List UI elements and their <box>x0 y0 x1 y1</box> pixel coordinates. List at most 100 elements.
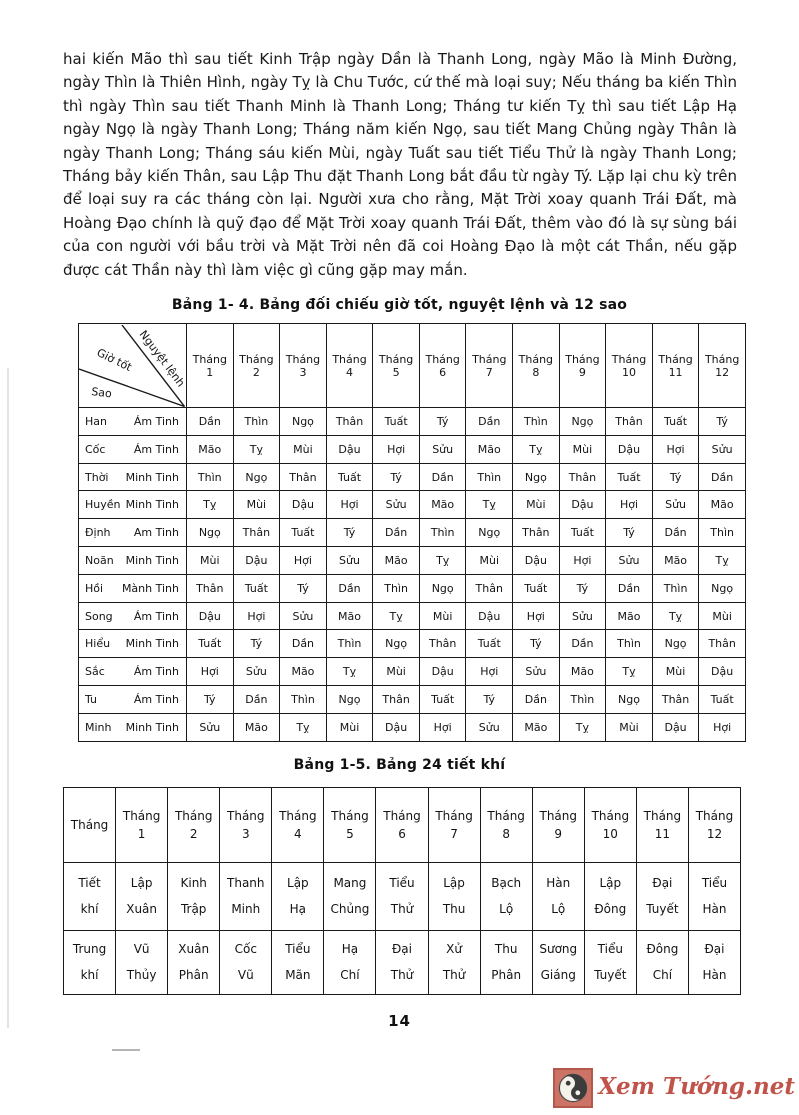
branch-cell: Dậu <box>558 490 607 520</box>
term-line: Đại <box>704 942 725 957</box>
month-word: Tháng <box>704 352 740 366</box>
branch-cell: Tỵ <box>558 712 607 742</box>
star-type: Ám Tinh <box>133 665 179 679</box>
star-type: Ám Tinh <box>133 414 179 428</box>
month-word: Tháng <box>332 352 367 366</box>
month-number: 7 <box>485 365 493 379</box>
month-number: 5 <box>392 365 400 379</box>
term-line: Mang <box>333 876 367 891</box>
row-label-cell: Trung khí <box>62 929 117 995</box>
term-line: Đại <box>392 942 412 957</box>
month-word: Tháng <box>331 808 369 823</box>
branch-cell: Tuất <box>651 407 700 436</box>
term-line: Phân <box>178 968 209 983</box>
month-header-cell: Tháng 10 <box>605 323 653 409</box>
corner-label-nguyet-lenh: Nguyệt lệnh <box>137 328 185 389</box>
term-cell: Đại Hàn <box>687 929 742 995</box>
branch-cell: Sửu <box>232 657 281 687</box>
branch-cell: Tý <box>512 629 560 659</box>
month-number: 10 <box>621 365 636 379</box>
branch-cell: Hợi <box>279 546 327 575</box>
month-header-cell: Tháng 1 <box>186 323 234 409</box>
branch-cell: Thân <box>558 462 607 492</box>
branch-cell: Tý <box>558 573 607 603</box>
branch-cell: Sửu <box>372 490 420 520</box>
star-type: Ám Tinh <box>133 442 179 456</box>
branch-cell: Dần <box>558 629 607 659</box>
branch-cell: Mùi <box>465 546 514 575</box>
corner-label-gio-tot: Giờ tốt <box>95 346 135 374</box>
month-header-cell: Tháng 2 <box>167 786 221 863</box>
watermark: Xem Tướng.net <box>553 1068 795 1108</box>
branch-cell: Hợi <box>605 490 653 520</box>
month-header-cell: Tháng 2 <box>232 323 281 409</box>
term-line: Chủng <box>330 902 370 917</box>
branch-cell: Ngọ <box>372 629 420 659</box>
branch-cell: Hợi <box>698 712 746 742</box>
star-name: Noãn <box>85 553 114 567</box>
term-line: Thử <box>390 968 414 983</box>
month-word: Tháng <box>227 808 265 823</box>
branch-cell: Hợi <box>372 434 420 464</box>
branch-cell: Thìn <box>698 518 746 548</box>
term-cell: Mang Chủng <box>323 861 377 931</box>
star-cell: Huyền Minh Tinh <box>78 490 187 520</box>
branch-cell: Tuất <box>186 629 234 659</box>
branch-cell: Dậu <box>512 546 560 575</box>
branch-cell: Tuất <box>465 629 514 659</box>
branch-cell: Thìn <box>279 685 327 714</box>
branch-cell: Tuất <box>558 518 607 548</box>
branch-cell: Tý <box>605 518 653 548</box>
month-header-cell: Tháng 5 <box>323 786 377 863</box>
row-label-line: Tiết <box>78 876 101 891</box>
month-number: 12 <box>715 365 730 379</box>
month-number: 6 <box>398 826 406 841</box>
term-cell: Lập Đông <box>583 861 637 931</box>
branch-cell: Ngọ <box>651 629 700 659</box>
branch-cell: Sửu <box>605 546 653 575</box>
star-cell: Hiểu Minh Tinh <box>78 629 187 659</box>
branch-cell: Thân <box>186 573 234 603</box>
branch-cell: Tuất <box>605 462 653 492</box>
month-header-cell: Tháng 3 <box>279 323 327 409</box>
term-line: Tiểu <box>285 942 311 957</box>
branch-cell: Thân <box>372 685 420 714</box>
month-header-cell: Tháng 6 <box>375 786 429 863</box>
branch-cell: Ngọ <box>465 518 514 548</box>
branch-cell: Mùi <box>279 434 327 464</box>
star-type: Minh Tinh <box>125 720 179 734</box>
row-label-line: Trung <box>72 942 107 957</box>
term-line: Cốc <box>234 942 257 957</box>
branch-cell: Tý <box>232 629 281 659</box>
term-line: Trập <box>180 902 207 917</box>
branch-cell: Ngọ <box>325 685 374 714</box>
branch-cell: Tý <box>372 462 420 492</box>
term-line: Xuân <box>126 902 158 917</box>
table-row: Tiết khí Lập Xuân Kinh Trập Thanh Minh Lập Hạ Mang… <box>62 861 742 931</box>
star-cell: Hồi Mành Tinh <box>78 573 187 603</box>
month-header-cell: Tháng 5 <box>372 323 420 409</box>
branch-cell: Sửu <box>651 490 700 520</box>
term-line: Xuân <box>178 942 210 957</box>
branch-cell: Mão <box>465 434 514 464</box>
branch-cell: Mùi <box>232 490 281 520</box>
month-number: 4 <box>294 826 302 841</box>
term-cell: Bạch Lộ <box>479 861 533 931</box>
month-number: 9 <box>578 365 586 379</box>
star-type: Am Tinh <box>133 526 179 540</box>
star-type: Minh Tinh <box>125 637 179 651</box>
month-header-cell: Tháng 8 <box>479 786 533 863</box>
month-number: 6 <box>439 365 447 379</box>
branch-cell: Mão <box>186 434 234 464</box>
term-line: Kinh <box>180 876 207 891</box>
month-number: 1 <box>137 826 146 841</box>
branch-cell: Dậu <box>698 657 746 687</box>
month-number: 2 <box>252 365 260 379</box>
term-cell: Xuân Phân <box>167 929 221 995</box>
month-header-cell: Tháng 11 <box>635 786 689 863</box>
month-header-cell: Tháng 4 <box>325 323 374 409</box>
month-word: Tháng <box>435 808 473 823</box>
month-number: 7 <box>450 826 458 841</box>
table2-body: Tháng Tháng 1 Tháng 2 Tháng 3 Tháng 4 Tháng 5 Tháng… <box>62 786 742 995</box>
branch-cell: Tỵ <box>372 601 420 631</box>
